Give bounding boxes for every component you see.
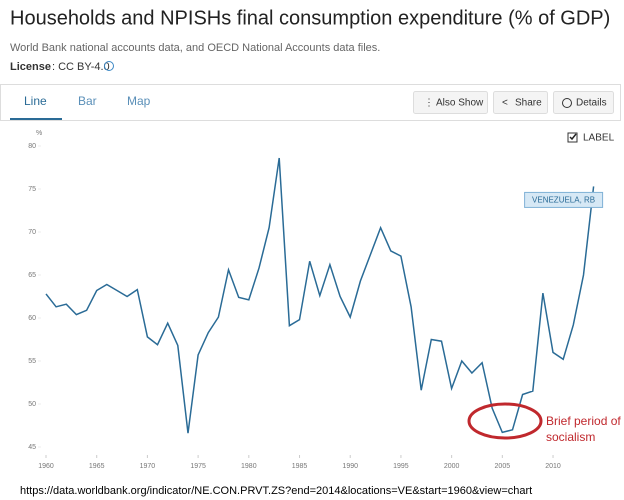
button-label: Share (515, 98, 542, 109)
y-tick-label: 60 (28, 315, 36, 322)
y-tick-label: 80 (28, 143, 36, 150)
info-icon[interactable] (104, 61, 114, 71)
tab[interactable]: Line (24, 94, 47, 108)
page-title: Households and NPISHs final consumption … (10, 7, 610, 29)
button[interactable] (413, 91, 488, 114)
button-icon (562, 98, 572, 108)
button[interactable] (493, 91, 548, 114)
series-label-box (524, 191, 604, 208)
button-icon: < (502, 98, 508, 109)
button-label: Also Show (436, 98, 484, 109)
x-tick-label: 1985 (292, 463, 308, 470)
y-axis-label: % (36, 130, 42, 137)
y-tick-label: 50 (28, 401, 36, 408)
x-tick-label: 1995 (393, 463, 409, 470)
x-tick-label: 1960 (38, 463, 54, 470)
label-toggle[interactable]: LABEL (583, 133, 615, 144)
button[interactable] (553, 91, 614, 114)
license-label: License (10, 61, 51, 73)
y-tick-label: 70 (28, 229, 36, 236)
series-line (45, 157, 595, 434)
y-tick-label: 75 (28, 186, 36, 193)
plot: 45 50 55 60 65 70 75 80 1960 1965 1970 1975 1980 1985… (28, 143, 621, 470)
x-tick-label: 1980 (241, 463, 257, 470)
url: https://data.worldbank.org/indicator/NE.… (20, 485, 532, 497)
x-tick-label: 2000 (444, 463, 460, 470)
y-tick-label: 45 (28, 444, 36, 451)
x-tick-label: 1990 (342, 463, 358, 470)
x-tick-label: 2005 (495, 463, 511, 470)
button-icon: ⋮ (424, 98, 434, 109)
x-tick-label: 1975 (190, 463, 206, 470)
y-tick-label: 55 (28, 358, 36, 365)
series-label: VENEZUELA, RB (532, 196, 595, 205)
license-value: : CC BY-4.0 (52, 61, 110, 73)
tab-underline (10, 118, 62, 120)
annotation: Brief period of (546, 414, 621, 428)
tab[interactable]: Bar (78, 94, 97, 108)
annotation: socialism (546, 430, 595, 444)
checkmark (569, 133, 577, 141)
annotation-ellipse (467, 402, 543, 440)
button-label: Details (576, 98, 607, 109)
x-tick-label: 2010 (545, 463, 561, 470)
y-tick-label: 65 (28, 272, 36, 279)
x-tick-label: 1965 (89, 463, 105, 470)
x-tick-label: 1970 (140, 463, 156, 470)
tab[interactable]: Map (127, 94, 151, 108)
source: World Bank national accounts data, and O… (10, 42, 380, 54)
